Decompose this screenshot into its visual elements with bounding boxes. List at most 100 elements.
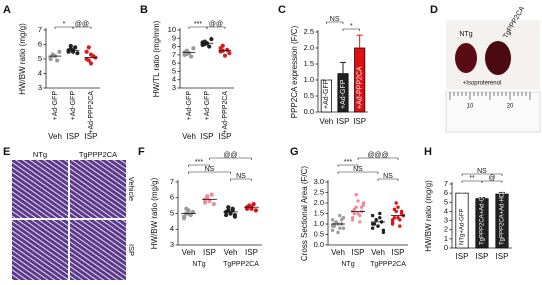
data-point bbox=[359, 205, 364, 209]
y-tick-label: 2.5 bbox=[304, 27, 314, 36]
significance-label: NS bbox=[477, 168, 487, 175]
data-point bbox=[361, 201, 366, 205]
data-point bbox=[396, 216, 400, 220]
y-tick-label: 7 bbox=[172, 50, 176, 59]
x-tick-label: Veh bbox=[331, 248, 345, 257]
data-point bbox=[75, 51, 80, 56]
data-point bbox=[370, 226, 375, 230]
group-label: NTg bbox=[341, 261, 354, 268]
x-tick-label: ISP bbox=[353, 117, 366, 126]
data-point bbox=[226, 205, 231, 210]
data-point bbox=[356, 199, 360, 203]
data-point bbox=[390, 218, 395, 222]
x-tick-label: Veh bbox=[319, 117, 333, 126]
y-tick-label: 2 bbox=[444, 225, 448, 234]
data-point bbox=[55, 58, 60, 63]
x-tick-label: Veh bbox=[182, 132, 196, 141]
significance-label: @@ bbox=[75, 21, 89, 28]
bar-label: +Ad-PPP2CA bbox=[222, 91, 229, 134]
y-tick-label: 2.0 bbox=[304, 43, 314, 52]
data-point bbox=[191, 46, 196, 51]
y-axis-title: PPP2CA expression (F/C) bbox=[290, 25, 299, 118]
ruler-label: 20 bbox=[507, 104, 514, 110]
bracket bbox=[326, 21, 344, 24]
y-tick-label: 0 bbox=[444, 243, 448, 252]
data-point bbox=[68, 43, 73, 49]
y-tick-label: 6 bbox=[444, 188, 448, 197]
data-point bbox=[370, 213, 375, 218]
panel-label: A bbox=[3, 4, 11, 16]
y-tick-label: 6 bbox=[172, 58, 176, 67]
y-axis-title: HW/TL ratio (mg/mm) bbox=[152, 20, 161, 97]
data-point bbox=[374, 218, 378, 222]
bar-label: +Ad-GFP bbox=[323, 79, 330, 109]
x-tick-label: ISP bbox=[392, 248, 405, 257]
data-point bbox=[88, 61, 94, 66]
x-tick-label: ISP bbox=[456, 252, 469, 261]
y-tick-label: 4 bbox=[444, 206, 448, 215]
bracket bbox=[357, 157, 399, 160]
data-point bbox=[341, 226, 346, 230]
x-tick-label: ISP bbox=[352, 248, 365, 257]
y-tick-label: 1.5 bbox=[314, 208, 324, 217]
panel-label: E bbox=[3, 146, 10, 158]
bracket bbox=[342, 28, 360, 31]
significance-label: NS bbox=[353, 166, 363, 173]
photo-label: NTg bbox=[459, 31, 472, 38]
y-tick-label: 5 bbox=[172, 66, 176, 75]
data-point bbox=[207, 44, 212, 49]
data-point bbox=[341, 216, 346, 220]
y-axis-title: HW/BW ratio (mg/g) bbox=[18, 23, 27, 95]
y-tick-label: 6 bbox=[38, 39, 42, 48]
data-point bbox=[209, 192, 214, 197]
data-point bbox=[399, 209, 404, 214]
bracket bbox=[337, 171, 379, 174]
x-tick-label: ISP bbox=[201, 132, 214, 141]
y-tick-label: 0.0 bbox=[304, 107, 314, 116]
x-tick-label: Veh bbox=[371, 248, 385, 257]
data-point bbox=[330, 218, 335, 222]
column-label: NTg bbox=[33, 150, 47, 159]
bracket bbox=[377, 178, 399, 181]
bar-label: +Ad-GFP bbox=[70, 91, 77, 121]
bracket bbox=[188, 164, 210, 167]
y-tick-label: 6 bbox=[170, 193, 174, 202]
panel-label: B bbox=[140, 4, 148, 16]
heart bbox=[485, 41, 511, 75]
y-axis-title: Cross Sectional Area (F/C) bbox=[300, 166, 309, 261]
y-tick-label: 3 bbox=[444, 216, 448, 225]
data-point bbox=[84, 49, 89, 54]
significance-label: *** bbox=[194, 21, 202, 28]
data-point bbox=[88, 52, 94, 57]
data-point bbox=[249, 206, 254, 211]
data-point bbox=[350, 216, 355, 220]
significance-label: @ bbox=[488, 175, 495, 182]
data-point bbox=[230, 208, 235, 213]
y-tick-label: 5 bbox=[38, 54, 42, 63]
data-point bbox=[189, 54, 194, 59]
data-point bbox=[190, 209, 195, 215]
data-point bbox=[207, 198, 212, 203]
panel-label: C bbox=[278, 4, 286, 16]
y-tick-label: 2.5 bbox=[314, 187, 324, 196]
significance-label: @@@ bbox=[367, 152, 388, 159]
x-tick-label: Veh bbox=[48, 132, 62, 141]
x-tick-label: ISP bbox=[203, 248, 216, 257]
bracket bbox=[188, 171, 231, 174]
data-point bbox=[354, 192, 358, 197]
y-tick-label: 3 bbox=[170, 240, 174, 249]
histology-image bbox=[70, 160, 126, 218]
significance-label: * bbox=[350, 23, 353, 30]
x-tick-label: ISP bbox=[219, 132, 232, 141]
bar-label: NTg+Ad-GFP bbox=[460, 208, 466, 245]
bracket bbox=[337, 164, 359, 167]
data-point bbox=[378, 216, 382, 220]
y-tick-label: 2.0 bbox=[314, 198, 324, 207]
data-point bbox=[336, 230, 340, 235]
data-point bbox=[338, 213, 342, 218]
data-point bbox=[228, 211, 233, 216]
y-tick-label: 7 bbox=[170, 177, 174, 186]
y-tick-label: 0.0 bbox=[314, 240, 324, 249]
data-point bbox=[86, 45, 91, 50]
histology-image bbox=[12, 160, 68, 218]
